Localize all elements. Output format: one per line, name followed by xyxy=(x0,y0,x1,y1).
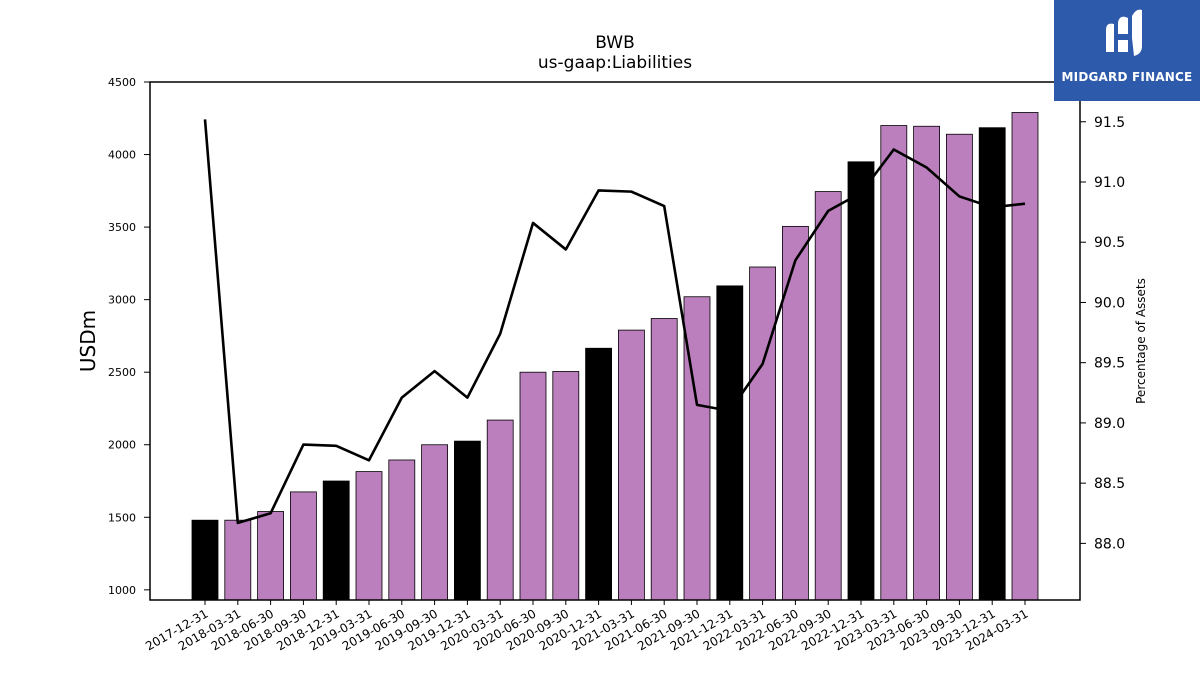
bar-2018-09-30 xyxy=(289,491,317,601)
y-tick-label: 4000 xyxy=(108,149,136,162)
bar-2020-09-30 xyxy=(552,371,580,601)
bar-2021-12-31 xyxy=(716,285,744,601)
bar-2020-12-31 xyxy=(585,347,612,601)
bar-2019-09-30 xyxy=(421,444,449,601)
brand-mark-icon xyxy=(1106,9,1142,57)
bars-layer xyxy=(191,112,1039,601)
bar-2018-12-31 xyxy=(322,480,350,601)
bar-2018-06-30 xyxy=(257,511,285,601)
bar-2022-03-31 xyxy=(749,266,776,601)
x-axis: 2017-12-312018-03-312018-06-302018-09-30… xyxy=(143,600,1031,653)
left-axis: 1000 1500 2000 2500 3000 3500 4000 4500 xyxy=(108,76,150,597)
line-layer xyxy=(203,119,1026,525)
y-tick-label: 2000 xyxy=(108,439,136,452)
y-tick-label: 1000 xyxy=(108,584,136,597)
bar-2020-06-30 xyxy=(519,371,547,601)
y-tick-label: 2500 xyxy=(108,366,136,379)
y2-tick-label: 91.5 xyxy=(1094,115,1125,131)
bar-2023-12-31 xyxy=(978,127,1006,601)
bar-2020-03-31 xyxy=(486,419,514,601)
y-tick-label: 4500 xyxy=(108,76,136,89)
bar-2019-03-31 xyxy=(355,471,383,601)
bar-2017-12-31 xyxy=(191,519,219,601)
y-axis-label: USDm xyxy=(76,310,100,372)
bar-2019-06-30 xyxy=(388,459,416,601)
y2-tick-label: 90.5 xyxy=(1094,235,1125,251)
y-tick-label: 3500 xyxy=(108,221,136,234)
bar-2024-03-31 xyxy=(1011,112,1039,601)
y-tick-label: 3000 xyxy=(108,294,136,307)
y2-tick-label: 91.0 xyxy=(1094,175,1125,191)
bar-2023-09-30 xyxy=(946,133,973,601)
y2-tick-label: 89.0 xyxy=(1094,416,1125,432)
brand-logo: MIDGARD FINANCE xyxy=(1054,0,1200,101)
right-axis: 88.0 88.5 89.0 89.5 90.0 90.5 91.0 91.5 xyxy=(1080,115,1125,552)
y2-tick-label: 90.0 xyxy=(1094,295,1125,311)
brand-name: MIDGARD FINANCE xyxy=(1061,70,1193,84)
y2-tick-label: 88.0 xyxy=(1094,536,1125,552)
bar-2023-06-30 xyxy=(913,125,940,601)
y2-tick-label: 89.5 xyxy=(1094,356,1125,372)
bar-2022-12-31 xyxy=(847,161,875,601)
bar-2023-03-31 xyxy=(880,125,908,601)
bar-2018-03-31 xyxy=(224,519,252,601)
bar-2019-12-31 xyxy=(453,440,481,601)
chart-title: BWB xyxy=(595,33,635,53)
y2-tick-label: 88.5 xyxy=(1094,476,1125,492)
chart-subtitle: us-gaap:Liabilities xyxy=(538,53,692,73)
plot-frame xyxy=(149,81,1081,601)
bar-2022-09-30 xyxy=(814,191,842,601)
bar-2022-06-30 xyxy=(782,225,809,601)
bar-2021-06-30 xyxy=(650,318,678,601)
percentage-line xyxy=(203,119,1026,525)
y2-axis-label: Percentage of Assets xyxy=(1134,278,1148,404)
bar-2021-03-31 xyxy=(618,329,645,601)
y-tick-label: 1500 xyxy=(108,511,136,524)
